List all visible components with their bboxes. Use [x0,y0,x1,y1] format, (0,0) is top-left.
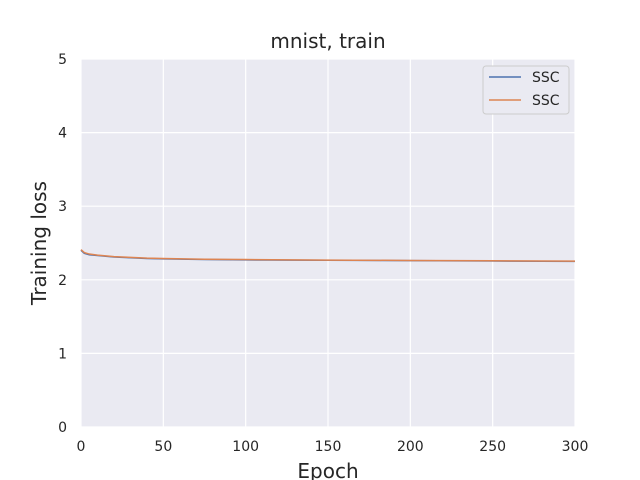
x-tick-label: 0 [77,439,86,455]
legend-label-0: SSC [532,70,560,86]
y-tick-label: 1 [58,346,67,362]
x-tick-label: 250 [479,439,506,455]
y-tick-label: 5 [58,52,67,68]
chart-title: mnist, train [270,29,385,53]
legend-label-1: SSC [532,93,560,109]
x-tick-label: 150 [315,439,342,455]
x-tick-label: 100 [232,439,259,455]
y-tick-label: 3 [58,199,67,215]
grid [80,58,576,428]
x-tick-label: 300 [562,439,589,455]
x-tick-labels: 0 50 100 150 200 250 300 [77,439,589,455]
series-lines [80,249,576,263]
series-line-1 [80,249,576,262]
y-tick-label: 2 [58,273,67,289]
x-tick-label: 200 [397,439,424,455]
y-tick-labels: 0 1 2 3 4 5 [58,52,67,436]
y-tick-label: 0 [58,420,67,436]
legend-box [482,65,570,115]
x-tick-label: 50 [154,439,172,455]
legend: SSC SSC [482,65,570,115]
y-axis-label: Training loss [27,181,51,306]
x-axis-label: Epoch [297,459,358,480]
y-tick-label: 4 [58,126,67,142]
